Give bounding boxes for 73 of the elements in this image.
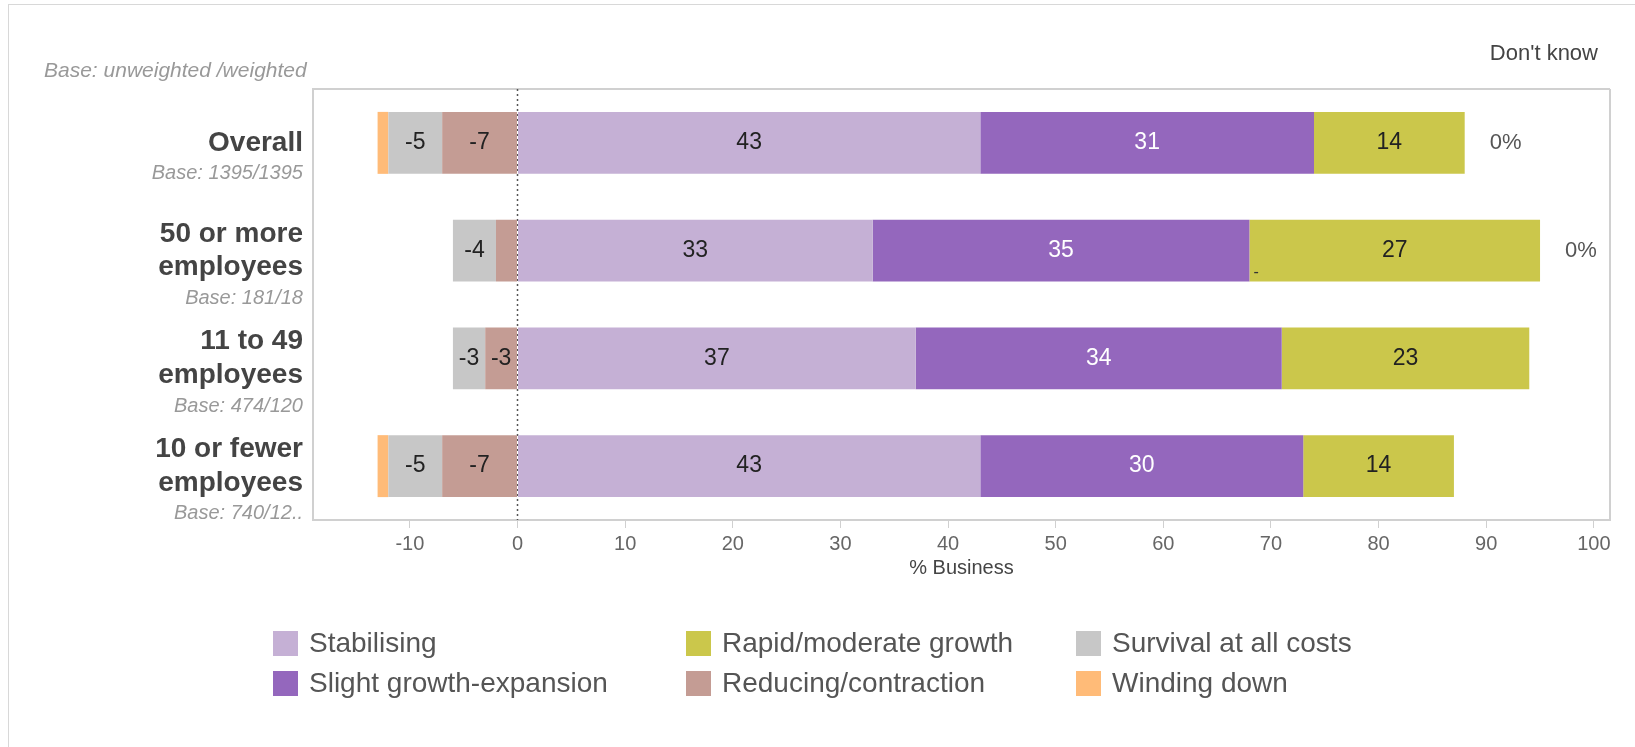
data-label: 34 [1085, 343, 1112, 370]
bar [980, 111, 1314, 174]
data-label: 23 [1392, 343, 1419, 370]
text: Base: 474/120 [174, 393, 303, 416]
y-tick-label: 50 or more employees [158, 216, 303, 282]
bar [485, 327, 518, 390]
bar [452, 327, 486, 390]
bar [377, 435, 389, 498]
legend-label: Survival at all costs [1112, 627, 1352, 659]
text: Base: 1395/1395 [151, 161, 304, 184]
x-tick-label: 70 [1259, 531, 1283, 554]
data-label: -7 [469, 128, 490, 155]
data-label: -3 [458, 343, 480, 370]
legend-label: Slight growth-expansion [309, 667, 608, 699]
x-tick-label: 40 [936, 531, 960, 554]
legend-label: Winding down [1112, 667, 1288, 699]
x-tick-label: 30 [829, 531, 852, 554]
bar [442, 111, 518, 174]
data-label: -3 [490, 343, 512, 370]
bar [388, 435, 443, 498]
data-label: 27 [1381, 235, 1408, 262]
text: Base: 740/12.. [174, 501, 303, 524]
x-tick-label: 80 [1367, 531, 1390, 554]
y-tick-label: Overall [208, 125, 303, 157]
bar [915, 327, 1282, 390]
bar [518, 435, 981, 498]
data-label: -5 [405, 451, 426, 478]
bar [1281, 327, 1530, 390]
bar [518, 111, 981, 174]
bar [872, 219, 1250, 282]
x-tick-label: 90 [1475, 531, 1498, 554]
bar [442, 435, 518, 498]
x-tick-label: 50 [1044, 531, 1067, 554]
bar [1314, 111, 1465, 174]
annotation: 0% [1489, 128, 1522, 154]
data-label: 35 [1048, 235, 1074, 262]
bar [377, 111, 389, 174]
legend-label: Rapid/moderate growth [722, 627, 1014, 659]
bar [495, 219, 518, 282]
text: Base: unweighted /weighted [44, 57, 309, 81]
y-tick-label: 11 to 49 employees [158, 324, 303, 389]
bar [1249, 219, 1541, 282]
annotation: - [1253, 263, 1259, 281]
data-label: 37 [704, 343, 730, 370]
x-axis-title: % Business [909, 555, 1014, 578]
x-tick-label: 0 [511, 531, 524, 554]
data-label: 30 [1128, 451, 1155, 478]
data-label: 14 [1376, 128, 1403, 155]
text: Base: 181/18 [185, 285, 303, 308]
bar [518, 327, 916, 390]
data-label: 33 [682, 235, 709, 262]
bar [980, 435, 1304, 498]
data-label: -4 [464, 235, 485, 262]
data-label: 31 [1134, 128, 1160, 155]
bar [452, 219, 496, 282]
x-tick-label: 20 [721, 531, 744, 554]
data-label: -5 [405, 128, 426, 155]
data-label: 43 [736, 451, 762, 478]
x-tick-label: 10 [614, 531, 637, 554]
data-label: -7 [469, 451, 490, 478]
x-tick-label: 60 [1152, 531, 1175, 554]
bar [388, 111, 443, 174]
legend-label: Stabilising [309, 627, 437, 659]
y-tick-label: 10 or fewer employees [155, 432, 304, 497]
bar [1303, 435, 1454, 498]
annotation: 0% [1565, 236, 1597, 262]
legend-label: Reducing/contraction [722, 667, 986, 699]
data-label: 14 [1365, 451, 1392, 478]
text: Don't know [1489, 40, 1599, 66]
x-tick-label: 100 [1577, 531, 1611, 554]
bar [518, 219, 873, 282]
data-label: 43 [736, 128, 762, 155]
x-tick-label: -10 [395, 531, 425, 554]
